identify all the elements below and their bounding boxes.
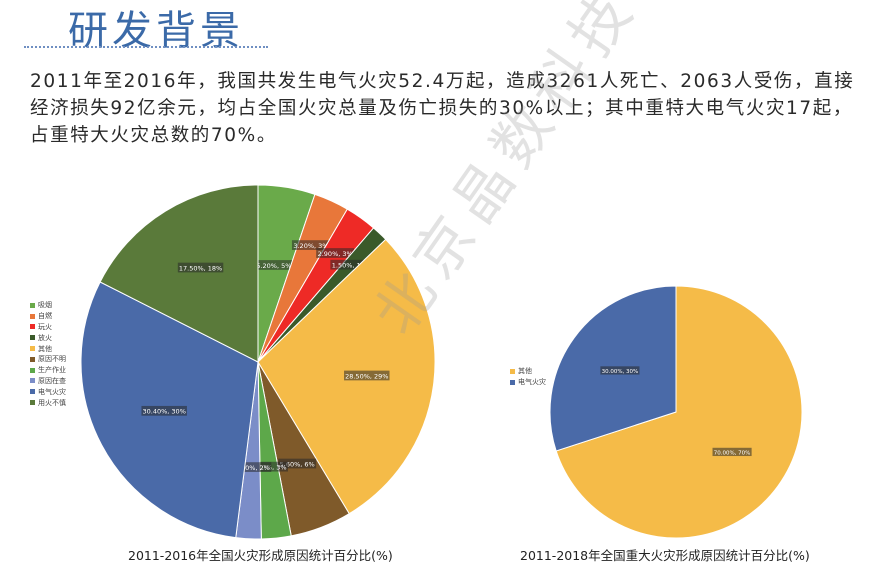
legend-swatch (30, 335, 35, 341)
chart1-label-bg-9 (177, 262, 224, 273)
title-divider (24, 46, 268, 48)
legend-swatch (30, 346, 35, 352)
legend-label: 用火不慎 (38, 398, 66, 407)
legend-swatch (30, 324, 35, 330)
chart2-label-bg-1 (600, 366, 640, 375)
chart1-legend-item: 吸烟 (30, 300, 66, 311)
legend-swatch (30, 302, 35, 308)
legend-label: 电气火灾 (38, 387, 66, 396)
chart1-legend-item: 原因在查 (30, 376, 66, 387)
chart1-label-bg-2 (316, 248, 355, 258)
chart1-label-bg-1 (291, 240, 330, 250)
chart2-data-label-1: 30.00%, 30% (602, 369, 639, 375)
intro-paragraph: 2011年至2016年，我国共发生电气火灾52.4万起，造成3261人死亡、20… (30, 71, 855, 146)
chart1-data-label-4: 28.50%, 29% (345, 372, 388, 380)
chart1-legend-item: 生产作业 (30, 365, 66, 376)
chart1-data-label-2: 2.90%, 3% (318, 250, 353, 258)
legend-label: 放火 (38, 333, 52, 342)
chart1-label-bg-4 (344, 370, 390, 381)
legend-swatch (510, 379, 515, 385)
legend-label: 生产作业 (38, 366, 66, 375)
chart1-legend: 吸烟自燃 玩火放火其他原因不明生产作业 原因在查电气火灾用火不慎 (30, 300, 66, 408)
chart1-legend-item: 用火不慎 (30, 397, 66, 408)
chart2-legend-item: 其他 (510, 366, 546, 377)
chart1-label-bg-3 (330, 259, 369, 270)
chart1-data-label-1: 3.20%, 3% (293, 242, 328, 250)
chart1-legend-item: 放火 (30, 332, 66, 343)
chart1-caption: 2011-2016年全国火灾形成原因统计百分比(%) (128, 548, 393, 563)
chart1-legend-item: 自燃 (30, 311, 66, 322)
chart1-label-bg-0 (254, 260, 293, 270)
chart1-data-label-9: 17.50%, 18% (179, 264, 222, 272)
legend-swatch (510, 368, 515, 374)
chart1-slice-9 (99, 184, 259, 363)
chart1-legend-item: 电气火灾 (30, 386, 66, 397)
chart2-legend: 其他 电气火灾 (510, 366, 546, 388)
chart2-caption: 2011-2018年全国重大火灾形成原因统计百分比(%) (520, 548, 810, 563)
legend-label: 其他 (38, 344, 52, 353)
legend-swatch (30, 367, 35, 373)
legend-swatch (30, 313, 35, 319)
chart1-data-label-8: 30.40%, 30% (143, 408, 186, 416)
legend-label: 其他 (518, 367, 532, 376)
chart1-label-bg-5 (278, 458, 317, 469)
legend-label: 原因在查 (38, 376, 66, 385)
legend-swatch (30, 356, 35, 362)
legend-swatch (30, 389, 35, 395)
chart1-legend-item: 玩火 (30, 322, 66, 333)
chart1-label-bg-8 (141, 405, 187, 416)
legend-label: 电气火灾 (518, 378, 546, 387)
legend-label: 玩火 (38, 322, 52, 331)
chart1-data-label-0: 5.20%, 5% (256, 262, 291, 270)
chart1-data-label-5: 5.60%, 6% (280, 460, 315, 468)
chart1-legend-item: 原因不明 (30, 354, 66, 365)
chart2-data-label-0: 70.00%, 70% (714, 450, 751, 456)
legend-swatch (30, 400, 35, 406)
legend-label: 原因不明 (38, 355, 66, 364)
chart1-label-bg-7 (233, 462, 272, 472)
chart2-slice-0 (555, 285, 803, 539)
chart1-data-label-3: 1.50%, 1% (332, 262, 367, 270)
legend-label: 吸烟 (38, 301, 52, 310)
legend-label: 自燃 (38, 312, 52, 321)
chart2-legend-item: 电气火灾 (510, 377, 546, 388)
chart1-legend-item: 其他 (30, 343, 66, 354)
chart1-data-label-7: 2.30%, 2% (235, 464, 270, 472)
legend-swatch (30, 378, 35, 384)
chart2-label-bg-0 (712, 447, 752, 457)
